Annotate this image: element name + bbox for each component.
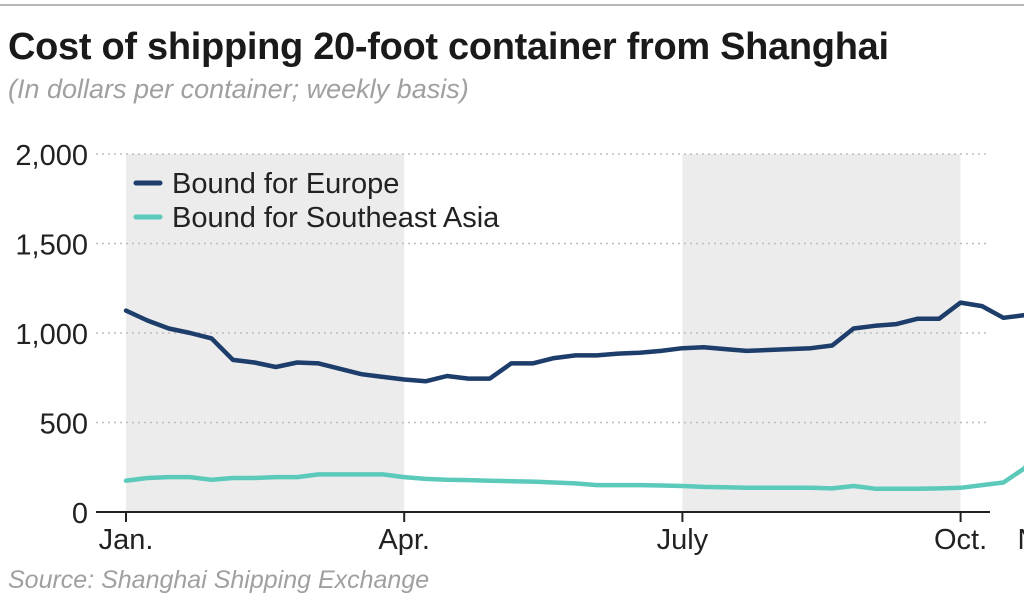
y-tick-label: 500 bbox=[40, 409, 88, 441]
y-tick-label: 1,500 bbox=[15, 230, 88, 262]
x-tick-label: July bbox=[657, 524, 709, 556]
legend-item-europe: Bound for Europe bbox=[133, 168, 399, 200]
y-axis-labels: 0 500 1,000 1,500 2,000 bbox=[15, 140, 88, 530]
europe-line bbox=[123, 300, 1024, 384]
chart-title: Cost of shipping 20-foot container from … bbox=[8, 26, 889, 68]
top-rule bbox=[0, 4, 1024, 6]
y-tick-label: 2,000 bbox=[15, 140, 88, 172]
shaded-periods bbox=[126, 154, 961, 512]
legend-label: Bound for Southeast Asia bbox=[172, 202, 500, 234]
x-tick-label: Jan. bbox=[99, 524, 154, 556]
shaded-period-2 bbox=[682, 154, 961, 512]
x-tick-label: Oct. bbox=[934, 524, 987, 556]
x-axis: Jan. Apr. July Oct. Nov. bbox=[96, 511, 1024, 556]
x-tick-label: Nov. bbox=[1017, 524, 1024, 556]
southeast-asia-line bbox=[123, 464, 1024, 491]
legend-label: Bound for Europe bbox=[172, 168, 399, 200]
gridlines bbox=[96, 153, 990, 424]
series-lines bbox=[123, 300, 1024, 491]
chart-subtitle: (In dollars per container; weekly basis) bbox=[8, 74, 469, 104]
y-tick-label: 0 bbox=[72, 498, 88, 530]
source-note: Source: Shanghai Shipping Exchange bbox=[8, 566, 430, 594]
legend-item-southeast-asia: Bound for Southeast Asia bbox=[133, 202, 500, 234]
y-tick-label: 1,000 bbox=[15, 319, 88, 351]
x-tick-label: Apr. bbox=[378, 524, 430, 556]
